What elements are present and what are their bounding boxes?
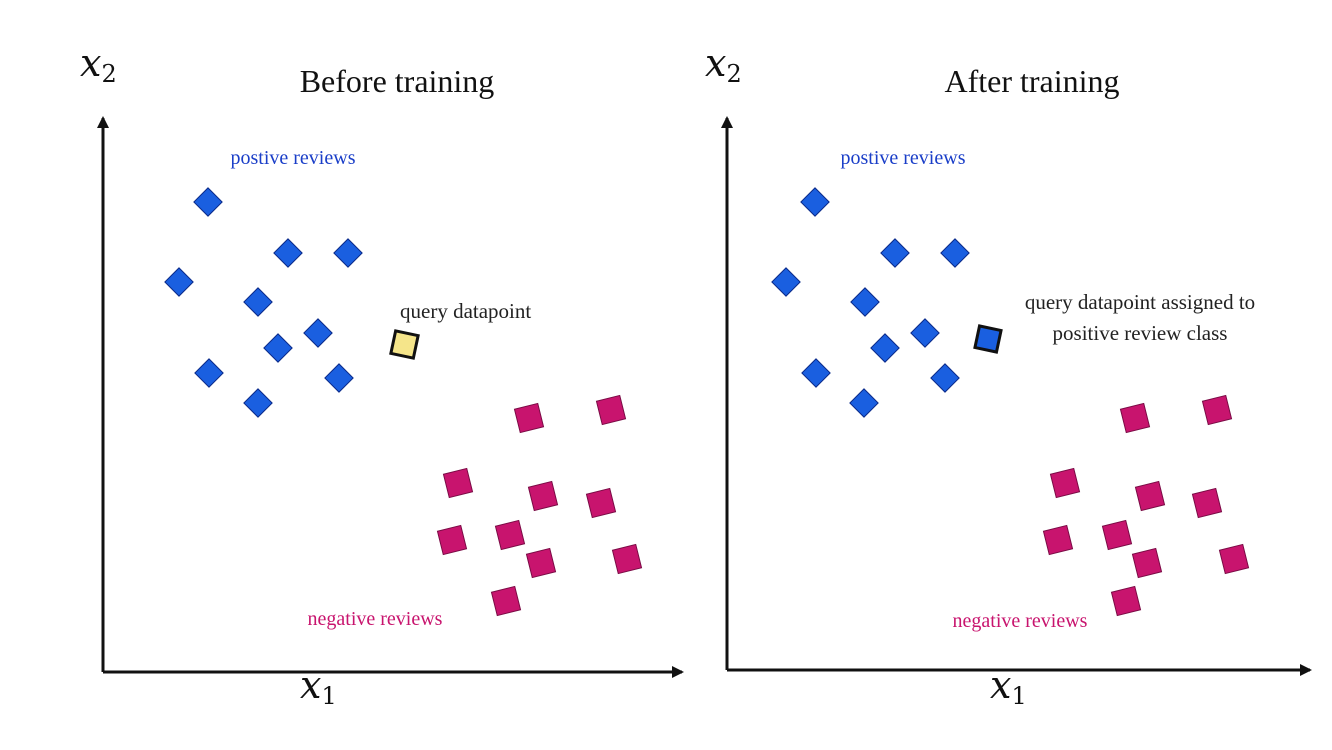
- positive-point: [800, 187, 830, 217]
- negative-point: [1110, 585, 1142, 617]
- negative-point: [513, 402, 545, 434]
- negative-point: [1119, 402, 1151, 434]
- positive-point: [880, 238, 910, 268]
- positive-point: [263, 333, 293, 363]
- negative-point: [490, 585, 522, 617]
- positive-point: [273, 238, 303, 268]
- positive-point: [333, 238, 363, 268]
- positive-point: [243, 388, 273, 418]
- positive-point: [193, 187, 223, 217]
- negative-point: [611, 543, 643, 575]
- negative-point: [1218, 543, 1250, 575]
- positive-point: [801, 358, 831, 388]
- positive-point: [194, 358, 224, 388]
- negative-points: [436, 394, 643, 617]
- x-axis-label: x1: [990, 663, 1027, 710]
- positive-point: [930, 363, 960, 393]
- query-datapoint: [973, 324, 1003, 354]
- negative-point: [436, 524, 468, 556]
- negative-point: [1191, 487, 1223, 519]
- panel-after: After training x2 x1 postive reviews neg…: [705, 41, 1312, 710]
- positive-point: [243, 287, 273, 317]
- panel-before: Before training x2 x1 postive reviews ne…: [80, 41, 684, 710]
- negative-point: [1049, 467, 1081, 499]
- negative-class-label: negative reviews: [953, 610, 1088, 632]
- positive-points: [771, 187, 970, 418]
- negative-point: [525, 547, 557, 579]
- positive-points: [164, 187, 363, 418]
- negative-point: [442, 467, 474, 499]
- positive-point: [940, 238, 970, 268]
- y-axis-label: x2: [705, 41, 742, 88]
- negative-points: [1042, 394, 1250, 617]
- negative-point: [527, 480, 559, 512]
- negative-point: [1201, 394, 1233, 426]
- negative-point: [1131, 547, 1163, 579]
- negative-point: [1134, 480, 1166, 512]
- negative-point: [595, 394, 627, 426]
- positive-point: [850, 287, 880, 317]
- panel-title: After training: [944, 63, 1119, 99]
- x-axis-label: x1: [300, 663, 337, 710]
- query-note: query datapoint: [400, 299, 531, 323]
- positive-class-label: postive reviews: [231, 147, 356, 169]
- negative-point: [585, 487, 617, 519]
- positive-point: [324, 363, 354, 393]
- y-axis-label: x2: [80, 41, 117, 88]
- positive-point: [870, 333, 900, 363]
- negative-point: [1101, 519, 1133, 551]
- panel-title: Before training: [300, 63, 495, 99]
- negative-point: [494, 519, 526, 551]
- query-note-line-1: query datapoint assigned to: [1025, 290, 1255, 314]
- positive-point: [303, 318, 333, 348]
- query-note-line-2: positive review class: [1053, 321, 1228, 345]
- negative-point: [1042, 524, 1074, 556]
- positive-point: [849, 388, 879, 418]
- positive-class-label: postive reviews: [841, 147, 966, 169]
- query-datapoint: [389, 329, 420, 360]
- positive-point: [910, 318, 940, 348]
- positive-point: [164, 267, 194, 297]
- positive-point: [771, 267, 801, 297]
- negative-class-label: negative reviews: [308, 608, 443, 630]
